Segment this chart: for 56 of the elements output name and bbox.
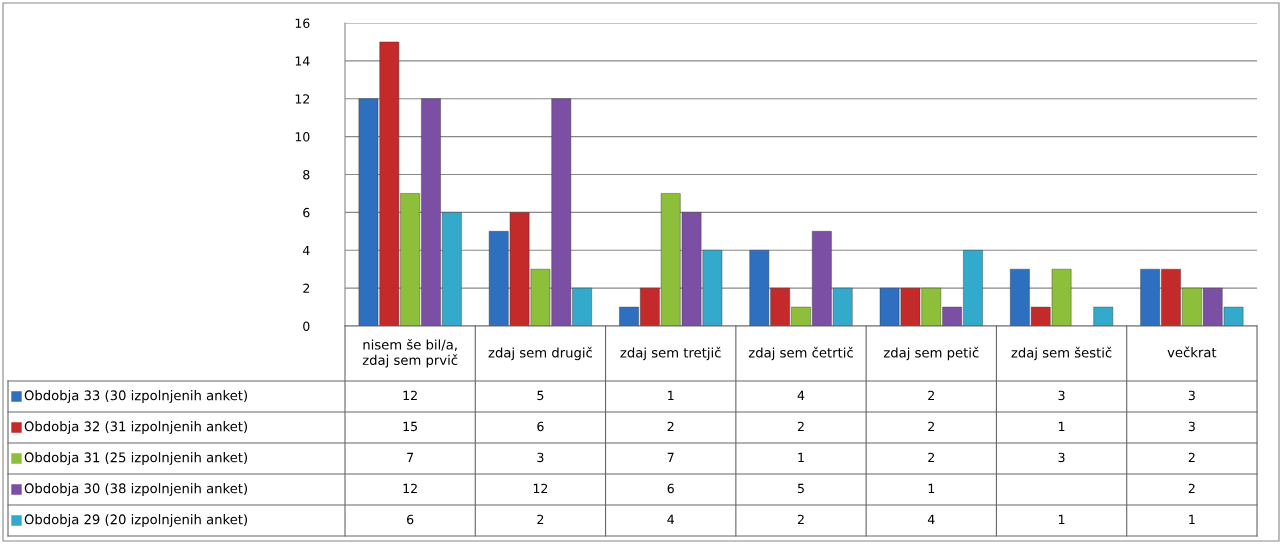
- data-label: 3: [1058, 390, 1065, 401]
- data-label: 12: [403, 483, 417, 493]
- y-tick-label: 12: [295, 94, 310, 104]
- x-tick-label: večkrat: [1167, 346, 1217, 358]
- data-label: 7: [407, 452, 414, 462]
- data-label: 5: [537, 390, 544, 401]
- data-label: 4: [797, 390, 805, 400]
- data-label: 1: [1189, 514, 1195, 524]
- x-tick-label: zdaj sem četrtič: [748, 346, 853, 361]
- x-tick-label: zdaj sem tretjič: [620, 346, 721, 361]
- legend-label: Obdobja 29 (20 izpolnjenih anket): [24, 514, 247, 527]
- data-label: 12: [533, 483, 548, 493]
- data-label: 6: [667, 483, 674, 494]
- data-label: 1: [928, 483, 935, 493]
- data-label: 3: [1188, 390, 1195, 401]
- y-tick-label: 4: [302, 245, 310, 255]
- x-tick-label: zdaj sem petič: [883, 346, 979, 361]
- data-label: 12: [403, 390, 417, 400]
- data-label: 3: [1058, 452, 1065, 463]
- data-label: 4: [927, 514, 935, 524]
- data-label: 1: [1058, 514, 1065, 524]
- data-label: 2: [797, 421, 804, 431]
- y-tick-label: 14: [295, 56, 310, 66]
- bar: [1093, 306, 1114, 326]
- data-label: 2: [1188, 483, 1195, 493]
- data-label: 1: [1058, 421, 1065, 431]
- data-label: 2: [928, 421, 935, 431]
- data-label: 1: [798, 452, 804, 462]
- data-label: 1: [668, 390, 674, 400]
- x-tick-label: zdaj sem šestič: [1011, 346, 1112, 361]
- data-label: 5: [797, 483, 804, 494]
- y-tick-label: 0: [303, 321, 310, 331]
- data-label: 2: [928, 452, 935, 462]
- legend-label: Obdobja 31 (25 izpolnjenih anket): [24, 452, 247, 465]
- data-label: 2: [1188, 452, 1195, 462]
- y-tick-label: 2: [303, 283, 310, 293]
- y-tick-label: 6: [303, 207, 310, 218]
- y-tick-label: 16: [295, 18, 310, 28]
- x-tick-label: nisem še bil/a, zdaj sem prvič: [362, 338, 458, 368]
- x-tick-label: zdaj sem drugič: [488, 346, 592, 361]
- data-label: 2: [537, 514, 544, 524]
- y-tick-label: 8: [303, 169, 310, 180]
- legend-label: Obdobja 30 (38 izpolnjenih anket): [24, 483, 247, 496]
- data-label: 2: [797, 514, 804, 524]
- data-label: 3: [1188, 421, 1195, 432]
- legend-label: Obdobja 33 (30 izpolnjenih anket): [24, 390, 247, 403]
- data-label: 4: [667, 514, 674, 524]
- data-label: 2: [928, 390, 935, 400]
- data-label: 7: [667, 452, 674, 462]
- data-label: 15: [403, 421, 417, 432]
- data-label: 6: [407, 514, 414, 525]
- legend-label: Obdobja 32 (31 izpolnjenih anket): [24, 421, 247, 434]
- data-label: 3: [537, 452, 544, 463]
- y-tick-label: 10: [295, 132, 310, 142]
- data-label: 6: [537, 421, 544, 432]
- data-label: 2: [667, 421, 674, 431]
